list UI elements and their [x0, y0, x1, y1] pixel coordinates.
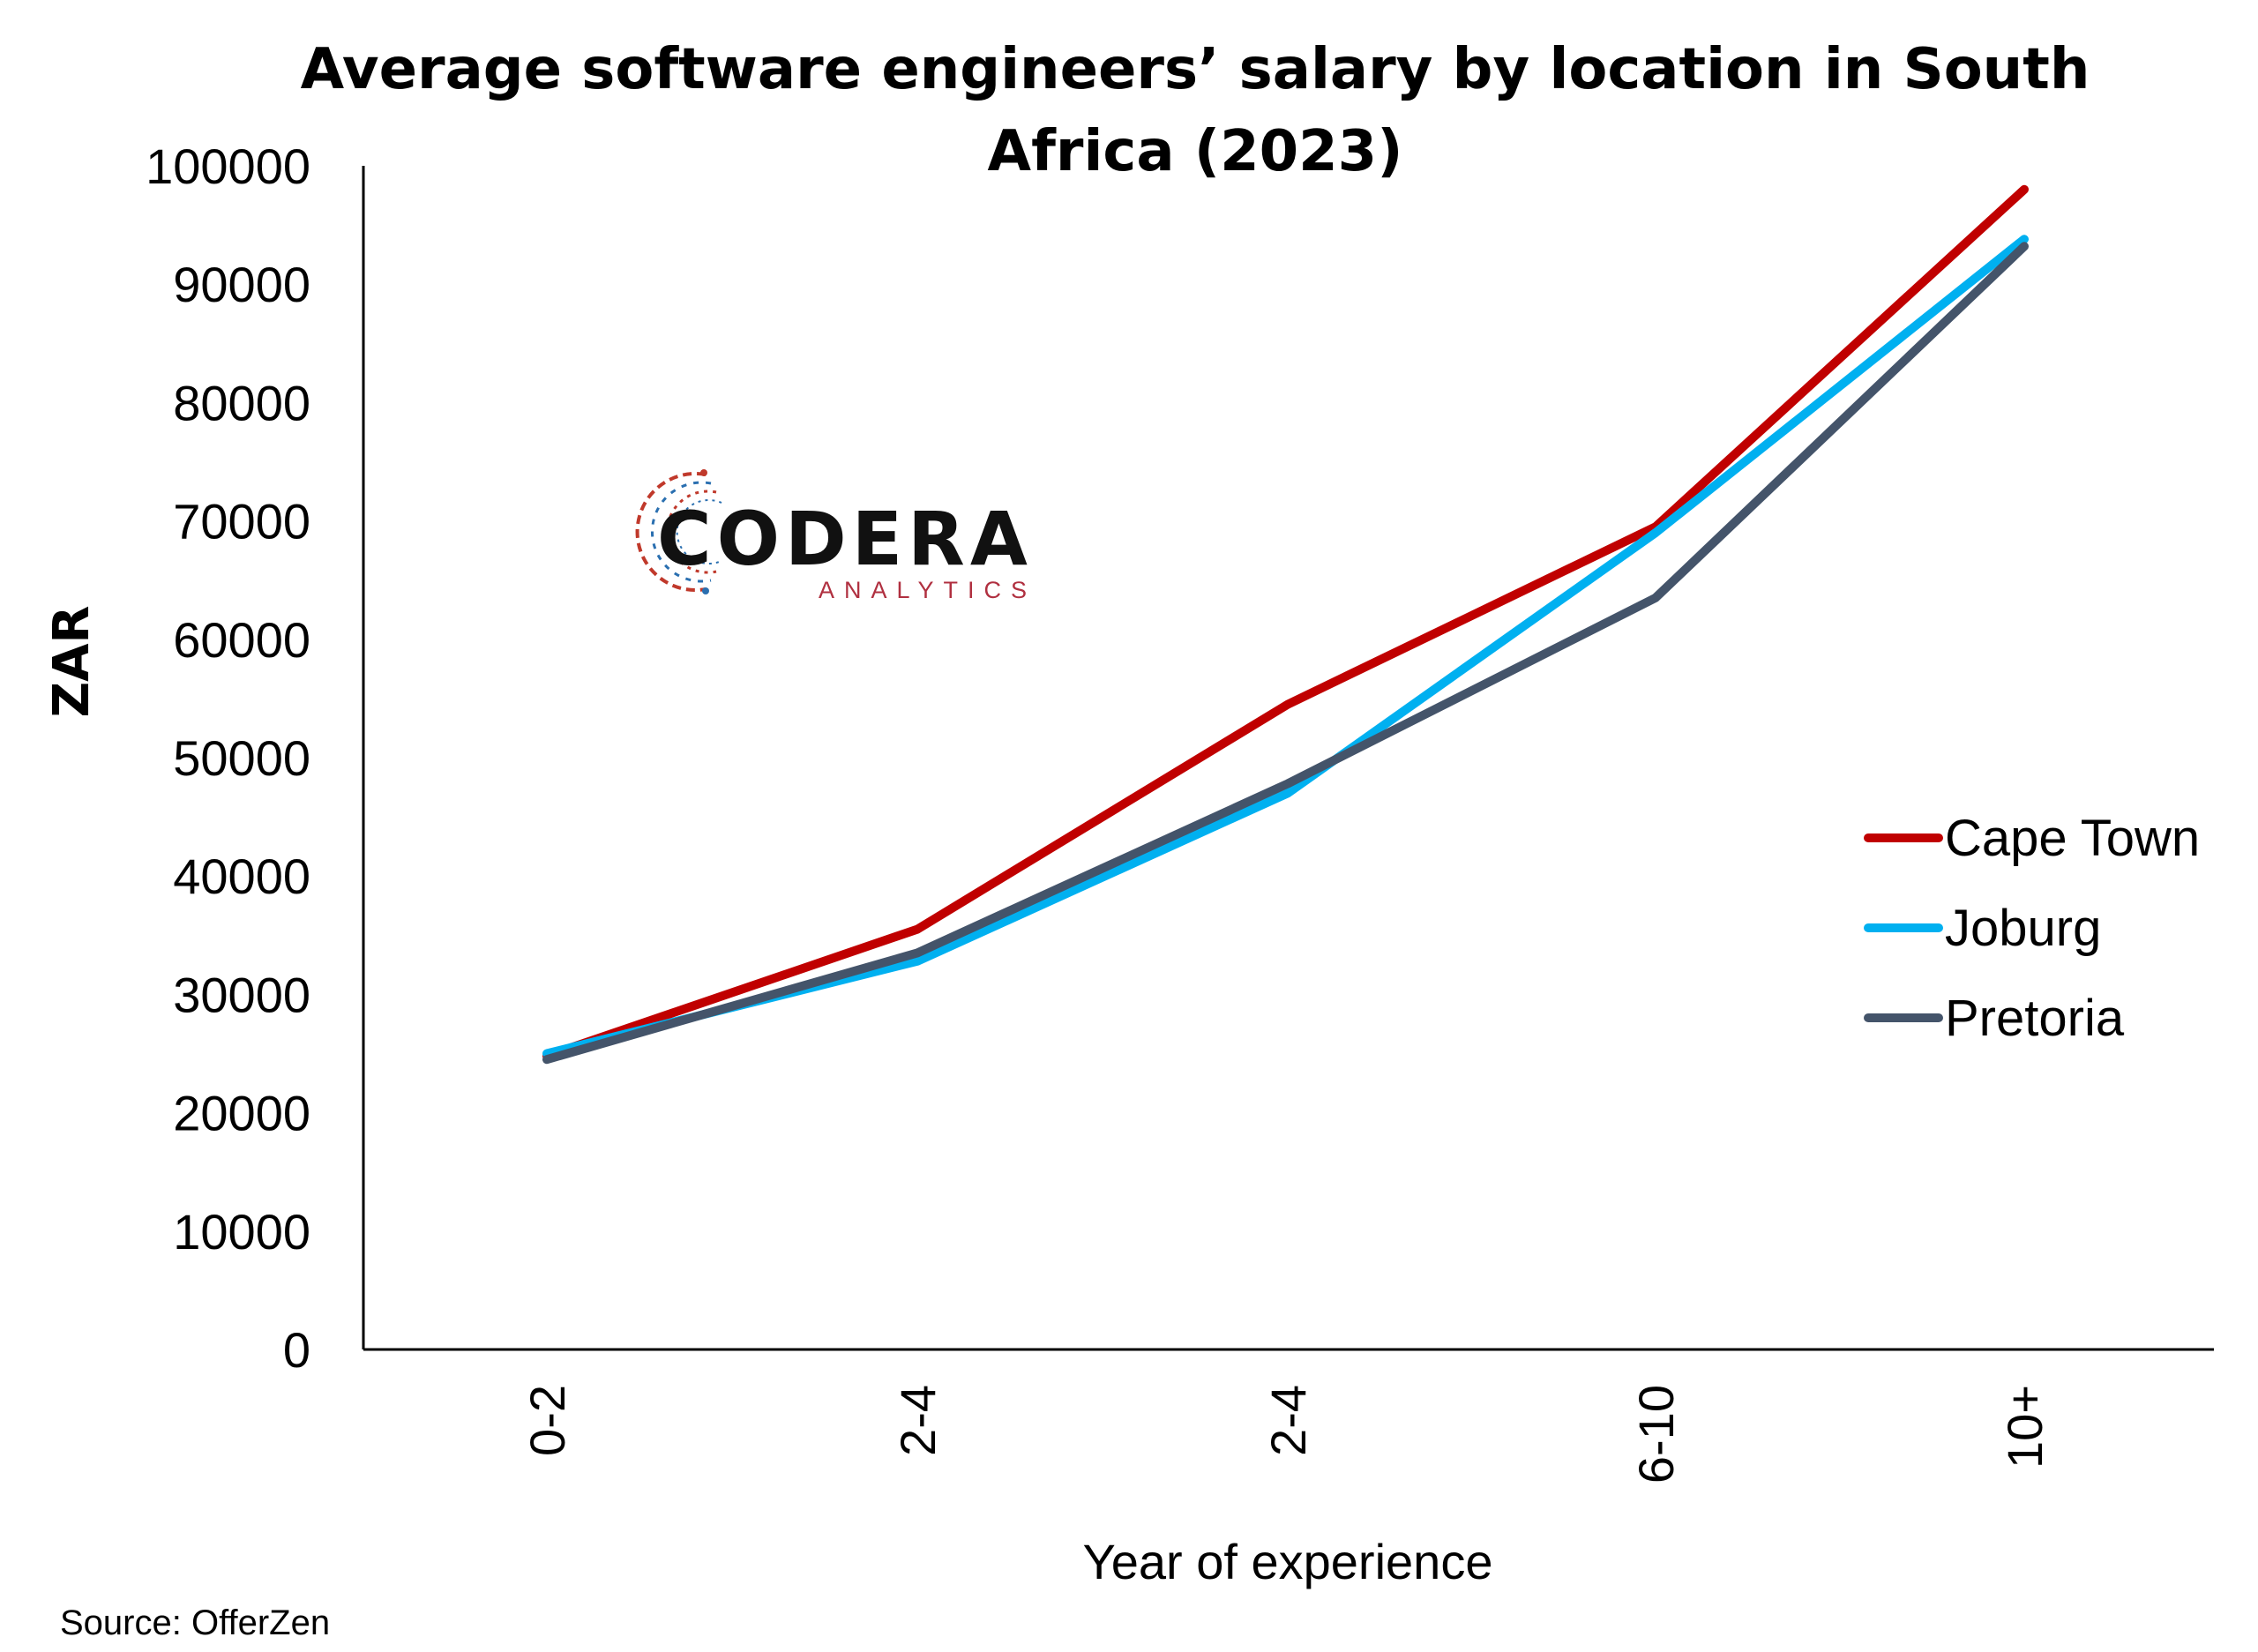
y-tick-label: 80000 [173, 375, 310, 430]
y-axis-title: ZAR [43, 605, 101, 717]
x-tick-label: 0-2 [520, 1385, 575, 1456]
x-tick-label: 10+ [1997, 1385, 2052, 1469]
series-line-cape-town [542, 184, 2029, 1061]
legend-label: Cape Town [1945, 810, 2200, 867]
y-tick-label: 40000 [173, 848, 310, 904]
series-line-joburg [542, 235, 2029, 1058]
source-note: Source: OfferZen [60, 1603, 330, 1642]
y-tick-labels: 0 10000 20000 30000 40000 50000 60000 70000 8000… [146, 138, 310, 1378]
y-tick-label: 10000 [173, 1204, 310, 1260]
codera-logo: CODERA ANALYTICS [635, 469, 1036, 603]
x-axis-title: Year of experience [1083, 1534, 1493, 1589]
series-line-pretoria [542, 242, 2029, 1065]
y-tick-label: 50000 [173, 730, 310, 786]
y-tick-label: 70000 [173, 494, 310, 549]
y-tick-label: 90000 [173, 257, 310, 312]
x-tick-label: 2-4 [1260, 1385, 1316, 1456]
x-tick-label: 6-10 [1628, 1385, 1684, 1484]
y-tick-label: 100000 [146, 138, 310, 194]
logo-mark-icon [635, 469, 722, 594]
y-tick-label: 60000 [173, 612, 310, 668]
chart-title-line-2: Africa (2023) [988, 119, 1403, 184]
y-tick-label: 20000 [173, 1086, 310, 1141]
legend-label: Pretoria [1945, 990, 2125, 1047]
y-tick-label: 0 [283, 1322, 310, 1378]
series-lines [542, 184, 2029, 1065]
logo-tagline: ANALYTICS [819, 577, 1036, 603]
y-tick-label: 30000 [173, 967, 310, 1022]
x-tick-labels: 0-2 2-4 2-4 6-10 10+ [520, 1385, 2052, 1484]
logo-name: CODERA [657, 496, 1033, 582]
legend-label: Joburg [1945, 900, 2101, 957]
chart-title-line-1: Average software engineers’ salary by lo… [301, 37, 2090, 102]
x-tick-label: 2-4 [890, 1385, 946, 1456]
legend: Cape Town Joburg Pretoria [1864, 810, 2200, 1047]
